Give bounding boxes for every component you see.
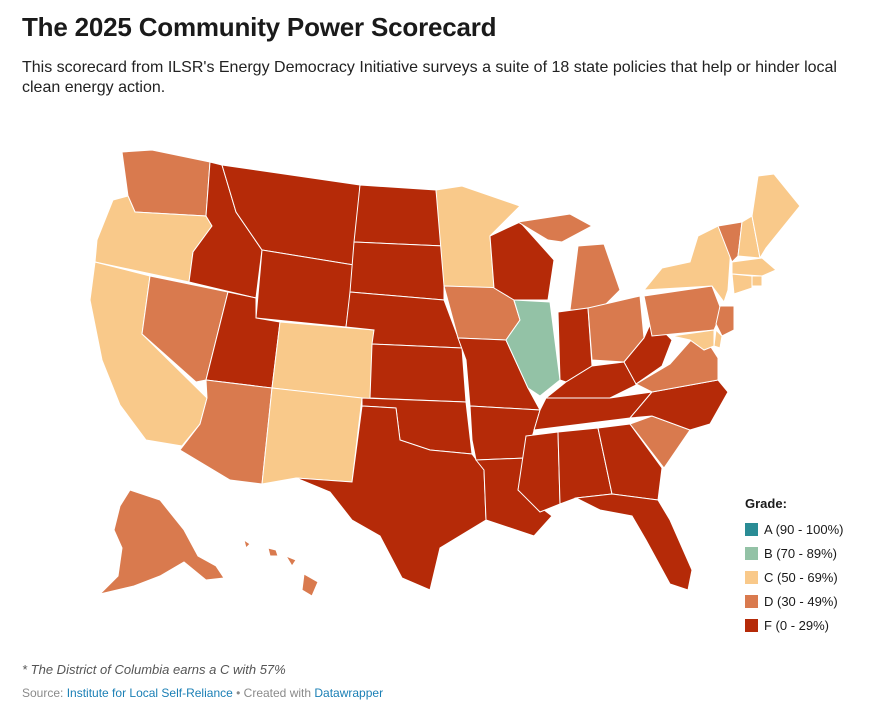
legend-label-b: B (70 - 89%) [764,545,837,561]
chart-title: The 2025 Community Power Scorecard [22,12,497,42]
legend-item-d: D (30 - 49%) [745,589,844,613]
legend-item-b: B (70 - 89%) [745,541,844,565]
footnote: * The District of Columbia earns a C wit… [22,662,286,677]
source-prefix: Source: [22,686,67,700]
state-WA[interactable] [121,149,211,217]
state-DE[interactable] [713,328,723,349]
legend-swatch-b [745,546,758,560]
state-FL[interactable] [574,493,693,591]
source-separator: • Created with [232,686,315,700]
state-SD[interactable] [349,241,445,301]
legend-label-a: A (90 - 100%) [764,521,844,537]
state-MI[interactable] [516,213,621,311]
state-IL[interactable] [505,299,561,397]
chart-subtitle: This scorecard from ILSR's Energy Democr… [22,59,837,96]
state-CO[interactable] [271,321,375,401]
legend-item-a: A (90 - 100%) [745,517,844,541]
state-MD[interactable] [671,329,715,351]
state-RI[interactable] [751,275,763,287]
state-WV[interactable] [623,319,673,385]
legend-swatch-a [745,522,758,536]
legend: Grade: A (90 - 100%) B (70 - 89%) C (50 … [745,496,844,637]
state-KS[interactable] [369,343,467,403]
legend-item-c: C (50 - 69%) [745,565,844,589]
state-NM[interactable] [261,387,363,485]
state-ND[interactable] [353,184,445,247]
legend-item-f: F (0 - 29%) [745,613,844,637]
state-MA[interactable] [731,257,777,277]
state-AK[interactable] [98,489,225,595]
state-CT[interactable] [731,273,753,295]
legend-swatch-f [745,618,758,632]
state-GA[interactable] [597,423,663,501]
state-PA[interactable] [643,285,723,337]
state-NJ[interactable] [715,305,735,337]
source-line: Source: Institute for Local Self-Relianc… [22,686,383,700]
state-NV[interactable] [141,275,229,383]
legend-swatch-d [745,594,758,608]
legend-swatch-c [745,570,758,584]
state-MS[interactable] [517,431,561,513]
legend-title: Grade: [745,496,787,511]
state-ME[interactable] [751,173,801,260]
legend-label-f: F (0 - 29%) [764,617,830,633]
legend-label-c: C (50 - 69%) [764,569,838,585]
datawrapper-link[interactable]: Datawrapper [314,686,384,700]
state-HI[interactable] [243,538,319,597]
state-TX[interactable] [295,405,487,591]
source-link[interactable]: Institute for Local Self-Reliance [66,686,233,700]
legend-label-d: D (30 - 49%) [764,593,838,609]
